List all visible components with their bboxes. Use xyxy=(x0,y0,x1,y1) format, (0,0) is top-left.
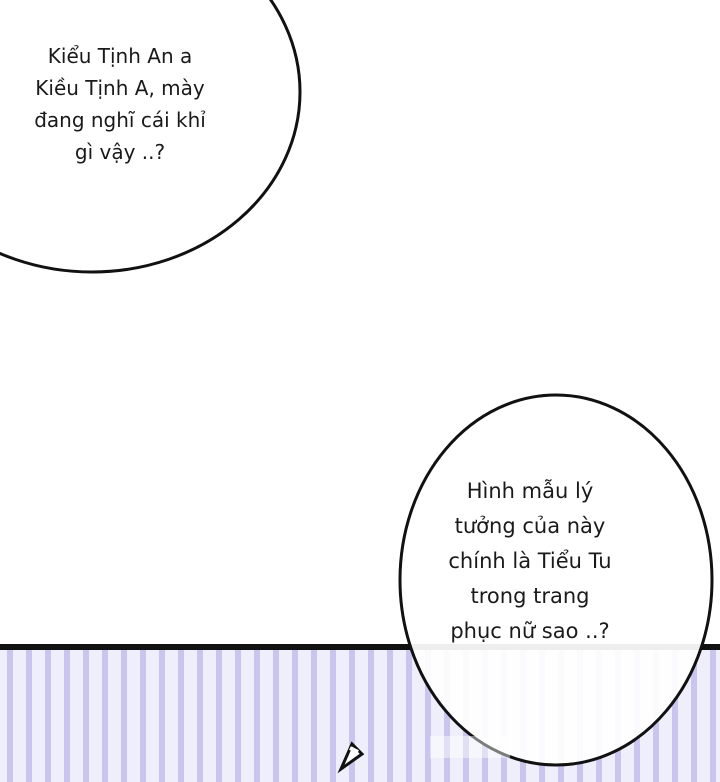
text-line: phục nữ sao ..? xyxy=(450,619,610,643)
text-line: tưởng của này xyxy=(454,514,606,538)
speech-text-top-left: Kiểu Tịnh An a Kiều Tịnh A, mày đang ngh… xyxy=(30,40,210,168)
speech-text-bottom-right: Hình mẫu lý tưởng của này chính là Tiểu … xyxy=(440,474,620,649)
text-line: Hình mẫu lý xyxy=(466,479,594,503)
text-line: Kiểu Tịnh An a xyxy=(47,44,193,68)
watermark-logo xyxy=(430,736,510,758)
text-line: chính là Tiểu Tu xyxy=(448,549,612,573)
text-line: gì vậy ..? xyxy=(74,140,166,164)
text-line: Kiều Tịnh A, mày xyxy=(35,76,205,100)
panel-border xyxy=(0,644,720,650)
text-line: đang nghĩ cái khỉ xyxy=(34,108,206,132)
text-line: trong trang xyxy=(470,584,590,608)
speech-bubble-bottom-right xyxy=(398,393,714,767)
speech-bubble-top-left xyxy=(0,0,302,274)
